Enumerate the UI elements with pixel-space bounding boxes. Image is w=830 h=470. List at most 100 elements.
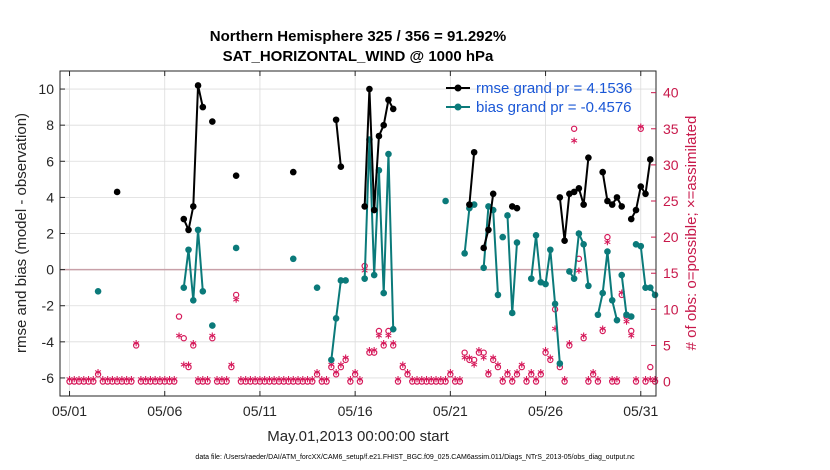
obs-assimilated-point: *: [471, 361, 478, 376]
obs-assimilated-point: *: [485, 368, 492, 383]
obs-assimilated-point: *: [490, 353, 497, 368]
obs-possible-point: [90, 378, 97, 385]
obs-assimilated-point: *: [180, 361, 187, 376]
obs-possible-point: [456, 378, 464, 385]
rmse-point: [642, 190, 649, 198]
y-left-tick-label: -6: [42, 370, 55, 386]
rmse-point: [632, 206, 640, 214]
obs-assimilated-point: *: [66, 375, 73, 390]
obs-assimilated-point: *: [257, 375, 264, 390]
obs-assimilated-point: *: [390, 339, 397, 354]
x-tick-label: 05/06: [147, 403, 182, 419]
rmse-point: [332, 116, 340, 124]
obs-assimilated-point: *: [604, 238, 611, 253]
rmse-point: [646, 156, 654, 163]
bias-point: [470, 201, 478, 208]
obs-assimilated-point: *: [514, 368, 521, 383]
bias-point: [551, 300, 559, 308]
bias-point: [232, 244, 240, 252]
y-left-tick-label: 8: [46, 117, 54, 133]
obs-assimilated-point: *: [114, 375, 121, 390]
chart-title-line1: Northern Hemisphere 325 / 356 = 91.292%: [210, 28, 506, 45]
y-right-tick-label: 10: [663, 301, 679, 317]
obs-possible-point: [404, 371, 411, 378]
obs-assimilated-point: *: [223, 375, 230, 390]
bias-point: [646, 284, 654, 291]
obs-assimilated-point: *: [385, 332, 392, 347]
bias-point: [637, 242, 645, 250]
obs-assimilated-point: *: [214, 375, 221, 390]
obs-possible-point: [580, 335, 587, 342]
obs-assimilated-point: *: [318, 375, 325, 390]
bias-point: [494, 291, 502, 299]
rmse-point: [570, 188, 578, 196]
bias-point: [594, 311, 602, 319]
obs-assimilated-point: *: [537, 368, 544, 383]
obs-assimilated-point: *: [552, 325, 559, 340]
bias-point: [199, 287, 207, 295]
obs-assimilated-point: *: [561, 375, 568, 390]
obs-assimilated-point: *: [204, 375, 211, 390]
obs-assimilated-point: *: [575, 267, 582, 282]
obs-assimilated-point: *: [295, 375, 302, 390]
obs-assimilated-point: *: [352, 368, 359, 383]
obs-assimilated-point: *: [123, 375, 130, 390]
obs-assimilated-point: *: [404, 368, 411, 383]
bias-point: [194, 226, 202, 234]
rmse-point: [366, 85, 373, 93]
obs-possible-point: [637, 125, 644, 132]
rmse-point: [608, 201, 616, 208]
obs-possible-point: [628, 327, 635, 335]
obs-assimilated-point: *: [409, 375, 416, 390]
rmse-point: [637, 183, 645, 190]
obs-assimilated-point: *: [499, 375, 506, 390]
obs-possible-point: [547, 356, 554, 364]
bias-point: [608, 297, 616, 304]
y-right-tick-label: 5: [663, 337, 671, 353]
obs-assimilated-point: *: [437, 375, 444, 390]
y-left-tick-label: -2: [42, 298, 55, 314]
obs-possible-point: [171, 378, 178, 385]
y-right-tick-label: 20: [663, 229, 679, 245]
obs-assimilated-point: *: [185, 361, 192, 376]
bias-point: [547, 246, 554, 254]
obs-possible-point: [489, 356, 497, 364]
obs-assimilated-point: *: [571, 137, 578, 152]
x-tick-label: 05/31: [623, 403, 658, 419]
bias-point: [651, 291, 659, 299]
bias-point: [513, 239, 521, 246]
obs-possible-point: [185, 363, 192, 371]
obs-possible-point: [347, 378, 354, 385]
obs-assimilated-point: *: [299, 375, 306, 390]
obs-possible-point: [337, 363, 345, 371]
obs-assimilated-point: *: [266, 375, 273, 390]
obs-assimilated-point: *: [147, 375, 154, 390]
bias-point: [94, 287, 102, 295]
obs-assimilated-point: *: [637, 122, 644, 137]
legend: rmse grand pr = 4.1536 bias grand pr = -…: [446, 80, 632, 116]
y-right-tick-label: 15: [663, 265, 679, 281]
obs-assimilated-point: *: [428, 375, 435, 390]
rmse-point: [199, 103, 207, 111]
bias-point: [508, 309, 516, 317]
obs-possible-point: [313, 371, 321, 378]
rmse-point: [613, 194, 621, 201]
obs-assimilated-point: *: [461, 353, 468, 368]
obs-assimilated-point: *: [152, 375, 159, 390]
bias-point: [627, 313, 635, 320]
chart-title-line2: SAT_HORIZONTAL_WIND @ 1000 hPa: [223, 48, 494, 65]
obs-assimilated-point: *: [523, 375, 530, 390]
bias-point: [499, 233, 507, 241]
obs-possible-point: [585, 378, 592, 385]
bias-point: [556, 360, 564, 367]
rmse-point: [480, 244, 487, 252]
obs-assimilated-point: *: [652, 375, 659, 390]
obs-possible-point: [532, 378, 540, 385]
rmse-point: [289, 168, 297, 176]
obs-assimilated-point: *: [642, 375, 649, 390]
rmse-point: [561, 237, 568, 245]
y-axis-left-label: rmse and bias (model - observation): [13, 113, 30, 353]
obs-possible-point: [390, 342, 397, 349]
obs-assimilated-point: *: [456, 375, 463, 390]
